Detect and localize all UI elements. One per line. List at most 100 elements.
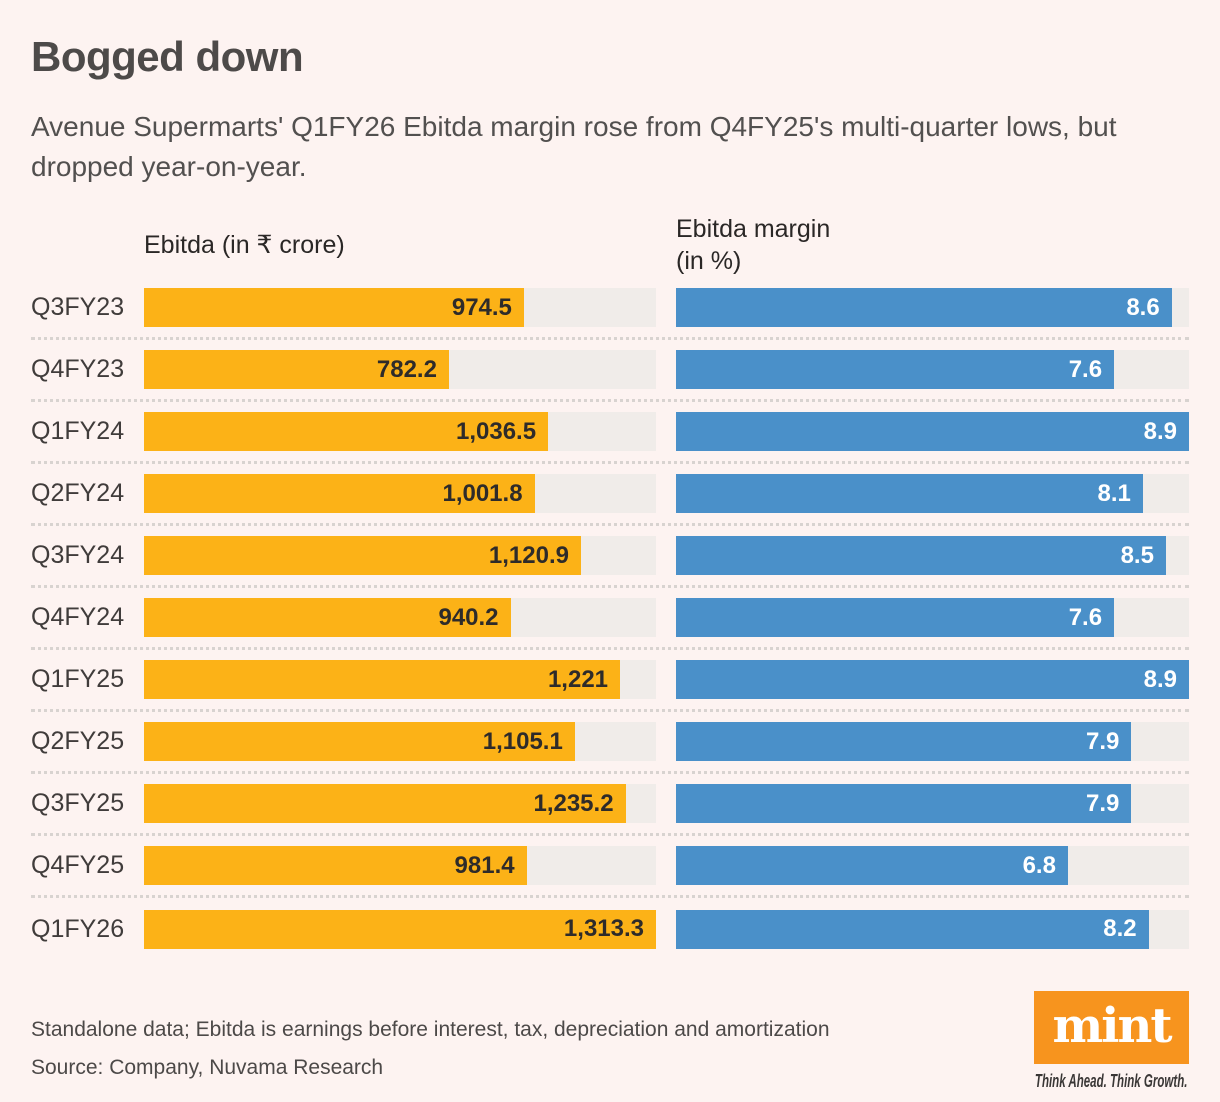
margin-bar: 7.6 bbox=[676, 350, 1115, 389]
chart-subtitle: Avenue Supermarts' Q1FY26 Ebitda margin … bbox=[31, 111, 1117, 182]
chart-row: Q3FY25 1,235.2 7.9 bbox=[31, 774, 1189, 836]
ebitda-bar-track: 974.5 bbox=[144, 288, 656, 327]
margin-bar-track: 8.6 bbox=[676, 288, 1189, 327]
chart-row: Q1FY24 1,036.5 8.9 bbox=[31, 402, 1189, 464]
chart-row: Q2FY24 1,001.8 8.1 bbox=[31, 464, 1189, 526]
ebitda-bar: 974.5 bbox=[144, 288, 524, 327]
right-column-header-line1: Ebitda margin bbox=[676, 215, 831, 243]
margin-value-label: 8.2 bbox=[1103, 915, 1137, 942]
dual-bar-chart: Ebitda (in ₹ crore) Ebitda margin (in %)… bbox=[31, 213, 1189, 960]
quarter-label: Q1FY25 bbox=[31, 665, 125, 693]
margin-bar-track: 7.6 bbox=[676, 598, 1189, 637]
margin-value-label: 8.5 bbox=[1120, 541, 1154, 569]
ebitda-bar-track: 1,120.9 bbox=[144, 536, 656, 575]
ebitda-bar-track: 981.4 bbox=[144, 846, 656, 885]
margin-bar: 8.9 bbox=[676, 412, 1189, 451]
ebitda-bar-track: 1,313.3 bbox=[144, 909, 656, 949]
quarter-label: Q2FY24 bbox=[31, 479, 125, 507]
quarter-label: Q3FY24 bbox=[31, 541, 125, 569]
margin-bar-track: 7.6 bbox=[676, 350, 1189, 389]
margin-bar-track: 8.2 bbox=[676, 909, 1189, 949]
ebitda-value-label: 1,235.2 bbox=[533, 789, 614, 817]
ebitda-bar-track: 1,001.8 bbox=[144, 474, 656, 513]
margin-bar: 8.9 bbox=[676, 660, 1189, 699]
margin-bar: 7.9 bbox=[676, 784, 1132, 823]
chart-row: Q2FY25 1,105.1 7.9 bbox=[31, 712, 1189, 774]
chart-footer: Standalone data; Ebitda is earnings befo… bbox=[31, 991, 1189, 1092]
ebitda-bar: 1,001.8 bbox=[144, 474, 535, 513]
brand-block: mint Think Ahead. Think Growth. bbox=[1034, 991, 1189, 1092]
chart-row: Q4FY25 981.4 6.8 bbox=[31, 836, 1189, 898]
ebitda-value-label: 940.2 bbox=[438, 603, 499, 631]
quarter-label: Q4FY23 bbox=[31, 355, 125, 383]
ebitda-bar: 1,221 bbox=[144, 660, 621, 699]
chart-row: Q3FY23 974.5 8.6 bbox=[31, 278, 1189, 340]
margin-value-label: 8.9 bbox=[1143, 665, 1177, 693]
margin-bar-track: 8.1 bbox=[676, 474, 1189, 513]
ebitda-value-label: 1,105.1 bbox=[482, 727, 563, 755]
ebitda-bar-track: 940.2 bbox=[144, 598, 656, 637]
chart-row: Q1FY26 1,313.3 8.2 bbox=[31, 898, 1189, 960]
ebitda-bar: 1,105.1 bbox=[144, 722, 575, 761]
chart-row: Q4FY23 782.2 7.6 bbox=[31, 340, 1189, 402]
margin-value-label: 8.9 bbox=[1143, 417, 1177, 445]
ebitda-value-label: 1,221 bbox=[547, 665, 609, 693]
margin-bar: 8.6 bbox=[676, 288, 1172, 327]
mint-logo-wordmark: mint bbox=[1052, 997, 1172, 1054]
margin-bar-track: 6.8 bbox=[676, 846, 1189, 885]
margin-bar: 6.8 bbox=[676, 846, 1068, 885]
mint-logo: mint bbox=[1034, 991, 1189, 1064]
brand-tagline: Think Ahead. Think Growth. bbox=[1035, 1071, 1188, 1091]
ebitda-bar-track: 782.2 bbox=[144, 350, 656, 389]
quarter-label: Q4FY24 bbox=[31, 603, 125, 631]
margin-bar-track: 8.9 bbox=[676, 412, 1189, 451]
ebitda-bar: 1,120.9 bbox=[144, 536, 581, 575]
margin-bar: 7.9 bbox=[676, 722, 1132, 761]
chart-row: Q4FY24 940.2 7.6 bbox=[31, 588, 1189, 650]
ebitda-bar: 782.2 bbox=[144, 350, 449, 389]
quarter-label: Q3FY23 bbox=[31, 293, 125, 321]
column-headers: Ebitda (in ₹ crore) Ebitda margin (in %) bbox=[31, 213, 1189, 277]
quarter-label: Q3FY25 bbox=[31, 789, 125, 817]
margin-value-label: 8.6 bbox=[1126, 293, 1160, 321]
margin-bar-track: 8.5 bbox=[676, 536, 1189, 575]
quarter-label: Q1FY26 bbox=[31, 914, 125, 943]
ebitda-value-label: 974.5 bbox=[451, 293, 512, 321]
margin-bar: 7.6 bbox=[676, 598, 1115, 637]
ebitda-value-label: 1,036.5 bbox=[456, 417, 537, 445]
margin-value-label: 7.9 bbox=[1085, 789, 1120, 817]
left-column-header: Ebitda (in ₹ crore) bbox=[144, 231, 345, 259]
ebitda-value-label: 981.4 bbox=[454, 851, 515, 879]
ebitda-bar: 1,313.3 bbox=[144, 909, 656, 949]
ebitda-bar: 981.4 bbox=[144, 846, 527, 885]
ebitda-bar: 940.2 bbox=[144, 598, 511, 637]
ebitda-bar-track: 1,235.2 bbox=[144, 784, 656, 823]
ebitda-value-label: 1,001.8 bbox=[442, 479, 523, 507]
margin-value-label: 7.9 bbox=[1085, 727, 1120, 755]
ebitda-bar-track: 1,221 bbox=[144, 660, 656, 699]
chart-row: Q3FY24 1,120.9 8.5 bbox=[31, 526, 1189, 588]
margin-value-label: 8.1 bbox=[1097, 479, 1131, 507]
right-column-header: Ebitda margin (in %) bbox=[676, 213, 1189, 277]
margin-bar-track: 8.9 bbox=[676, 660, 1189, 699]
ebitda-bar-track: 1,105.1 bbox=[144, 722, 656, 761]
quarter-label: Q1FY24 bbox=[31, 417, 125, 445]
margin-bar-track: 7.9 bbox=[676, 722, 1189, 761]
source-text: Source: Company, Nuvama Research bbox=[31, 1056, 384, 1079]
ebitda-value-label: 782.2 bbox=[376, 355, 437, 383]
page-title: Bogged down bbox=[31, 33, 304, 80]
margin-bar: 8.1 bbox=[676, 474, 1143, 513]
margin-value-label: 7.6 bbox=[1068, 355, 1103, 383]
ebitda-bar: 1,235.2 bbox=[144, 784, 626, 823]
margin-value-label: 7.6 bbox=[1068, 603, 1103, 631]
tagline-wrap: Think Ahead. Think Growth. bbox=[1034, 1071, 1189, 1092]
right-column-header-line2: (in %) bbox=[676, 247, 742, 275]
margin-bar: 8.2 bbox=[676, 909, 1149, 949]
quarter-label: Q4FY25 bbox=[31, 851, 125, 879]
ebitda-bar: 1,036.5 bbox=[144, 412, 549, 451]
quarter-label: Q2FY25 bbox=[31, 727, 125, 755]
chart-row: Q1FY25 1,221 8.9 bbox=[31, 650, 1189, 712]
ebitda-value-label: 1,313.3 bbox=[563, 915, 644, 942]
margin-bar-track: 7.9 bbox=[676, 784, 1189, 823]
